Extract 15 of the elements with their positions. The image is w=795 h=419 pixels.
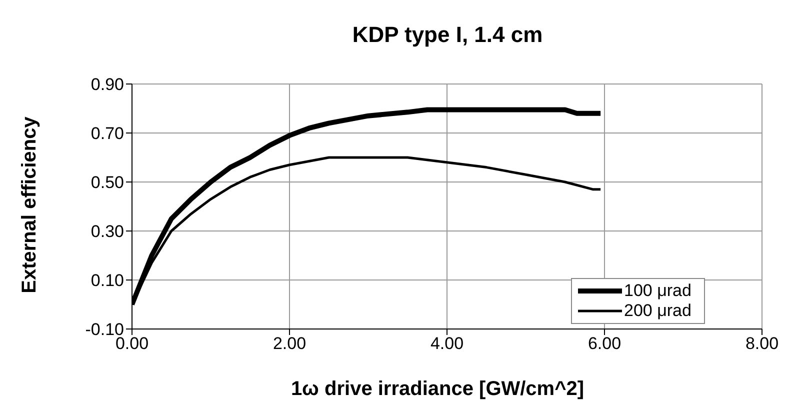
y-tick-label: 0.10: [90, 271, 124, 290]
x-tick-label: 6.00: [588, 334, 622, 354]
legend-label: 100 μrad: [624, 281, 692, 301]
chart-title: KDP type I, 1.4 cm: [351, 22, 544, 48]
x-tick-label: 2.00: [272, 334, 306, 354]
x-tick-label: 8.00: [745, 334, 779, 354]
y-tick-label: 0.50: [90, 173, 124, 192]
legend-label: 200 μrad: [624, 301, 692, 321]
y-tick-label: 0.70: [90, 124, 124, 144]
x-axis-title: 1ω drive irradiance [GW/cm^2]: [290, 378, 586, 401]
y-tick-label: 0.30: [90, 222, 124, 242]
y-axis-title: External efficiency: [18, 116, 42, 294]
x-tick-label: 4.00: [430, 334, 464, 354]
y-tick-label: 0.90: [90, 75, 124, 94]
x-tick-label: 0.00: [115, 334, 149, 354]
